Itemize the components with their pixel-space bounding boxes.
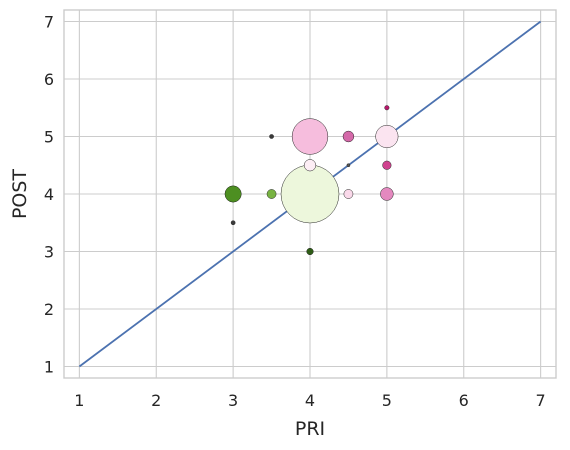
scatter-point xyxy=(224,185,242,203)
y-tick-label: 5 xyxy=(44,128,54,147)
scatter-point xyxy=(230,220,236,226)
x-tick-labels: 1 2 3 4 5 6 7 xyxy=(74,391,545,410)
y-tick-label: 4 xyxy=(44,185,54,204)
y-tick-label: 7 xyxy=(44,13,54,32)
y-axis-label: POST xyxy=(9,169,31,219)
y-tick-label: 3 xyxy=(44,243,54,262)
points-layer xyxy=(224,105,399,256)
x-tick-label: 2 xyxy=(151,391,161,410)
scatter-point xyxy=(342,130,355,143)
scatter-point xyxy=(280,164,340,224)
y-tick-labels: 1 2 3 4 5 6 7 xyxy=(44,13,54,377)
y-tick-label: 6 xyxy=(44,70,54,89)
scatter-point xyxy=(306,247,314,256)
scatter-point xyxy=(343,189,354,199)
x-tick-label: 5 xyxy=(382,391,392,410)
y-tick-label: 1 xyxy=(44,358,54,377)
scatter-point xyxy=(346,163,351,168)
scatter-point xyxy=(375,125,399,148)
scatter-point xyxy=(384,105,390,111)
x-tick-label: 1 xyxy=(74,391,84,410)
x-axis-label: PRI xyxy=(295,418,325,440)
x-tick-label: 6 xyxy=(459,391,469,410)
scatter-point xyxy=(382,160,392,170)
scatter-point xyxy=(380,187,394,201)
scatter-point xyxy=(291,118,329,155)
x-tick-label: 4 xyxy=(305,391,315,410)
scatter-point xyxy=(269,134,274,139)
plot-frame xyxy=(63,9,557,379)
scatter-point xyxy=(303,159,317,172)
x-tick-label: 7 xyxy=(536,391,546,410)
y-tick-label: 2 xyxy=(44,300,54,319)
x-tick-label: 3 xyxy=(228,391,238,410)
scatter-point xyxy=(266,189,277,199)
